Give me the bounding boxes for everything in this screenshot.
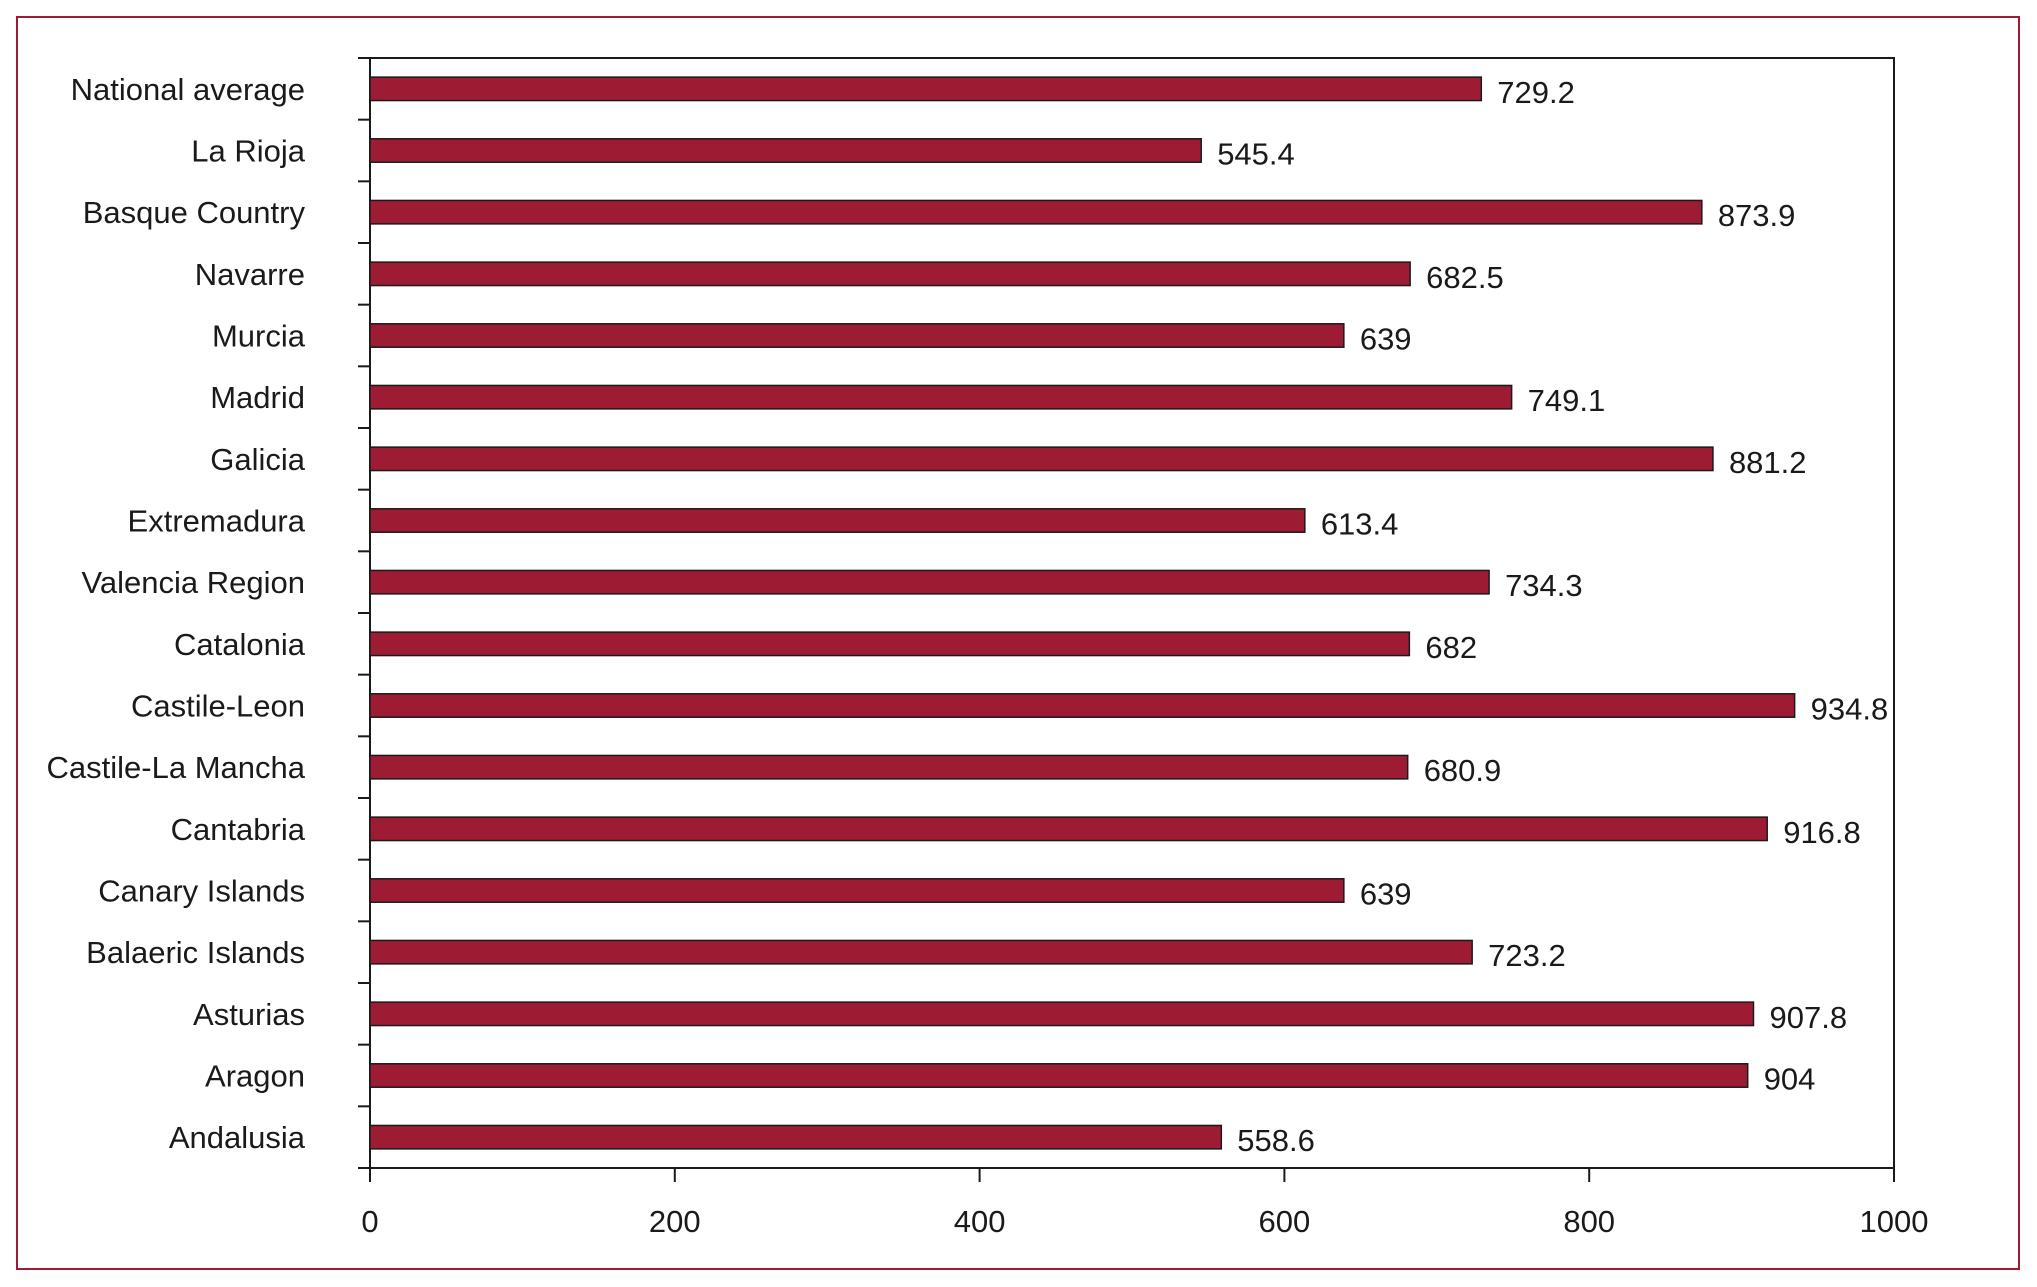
value-label: 729.2 [1497, 75, 1575, 110]
x-tick-label: 400 [954, 1204, 1006, 1239]
y-axis-ticks [358, 57, 370, 1169]
category-label: Canary Islands [98, 874, 305, 909]
category-label: Aragon [205, 1059, 305, 1094]
value-label: 907.8 [1769, 1000, 1847, 1035]
category-label: Cantabria [171, 812, 306, 847]
bar [369, 138, 1202, 163]
value-label: 682.5 [1426, 260, 1504, 295]
value-label: 680.9 [1424, 753, 1502, 788]
bar [369, 1063, 1749, 1088]
category-label: Castile-La Mancha [47, 750, 306, 785]
value-label: 723.2 [1488, 938, 1566, 973]
category-label: Castile-Leon [131, 689, 305, 724]
value-label: 934.8 [1811, 692, 1889, 727]
bars-group [369, 76, 1796, 1150]
x-tick-label: 200 [649, 1204, 701, 1239]
value-label: 613.4 [1321, 507, 1399, 542]
bar [369, 631, 1411, 657]
value-label: 904 [1764, 1062, 1816, 1097]
bar [369, 693, 1796, 718]
value-label: 639 [1360, 322, 1412, 357]
category-label: Extremadura [128, 504, 306, 539]
value-label: 734.3 [1505, 568, 1583, 603]
category-label: Balaeric Islands [86, 935, 305, 970]
category-label: Valencia Region [82, 565, 305, 600]
category-label: National average [71, 72, 305, 107]
bar [369, 261, 1411, 287]
value-label: 873.9 [1718, 198, 1796, 233]
bar [369, 199, 1703, 225]
value-label: 749.1 [1528, 383, 1606, 418]
x-tick-label: 0 [361, 1204, 378, 1239]
x-axis-ticks [369, 1168, 1895, 1182]
x-tick-label: 1000 [1860, 1204, 1929, 1239]
bar [369, 569, 1490, 595]
bar [369, 384, 1513, 410]
category-label: Murcia [212, 319, 306, 354]
bar [369, 1124, 1223, 1150]
value-label: 916.8 [1783, 815, 1861, 850]
x-tick-label: 600 [1259, 1204, 1311, 1239]
bar [369, 1001, 1755, 1027]
x-axis-tick-labels: 0 200 400 600 800 1000 [361, 1204, 1928, 1239]
bar [369, 508, 1306, 533]
bar [369, 939, 1473, 965]
category-label: Asturias [193, 997, 305, 1032]
category-label: La Rioja [191, 134, 305, 169]
value-label: 639 [1360, 877, 1412, 912]
figure-frame [16, 16, 2020, 1270]
bar [369, 323, 1345, 348]
category-labels: National average La Rioja Basque Country Na… [47, 72, 306, 1155]
category-label: Basque Country [83, 195, 306, 230]
value-label: 545.4 [1217, 137, 1295, 172]
bar [369, 754, 1409, 780]
category-label: Madrid [210, 380, 305, 415]
category-label: Navarre [195, 257, 305, 292]
value-label: 558.6 [1237, 1123, 1315, 1158]
category-label: Galicia [210, 442, 306, 477]
category-label: Catalonia [174, 627, 306, 662]
category-label: Andalusia [169, 1120, 306, 1155]
bar [369, 816, 1768, 842]
bar [369, 76, 1483, 102]
value-label: 881.2 [1729, 445, 1807, 480]
bar [369, 878, 1345, 903]
x-tick-label: 800 [1563, 1204, 1615, 1239]
bar [369, 446, 1714, 472]
value-labels: 729.2 545.4 873.9 682.5 639 749.1 881.2 613.4 73… [1217, 75, 1888, 1158]
value-label: 682 [1425, 630, 1477, 665]
